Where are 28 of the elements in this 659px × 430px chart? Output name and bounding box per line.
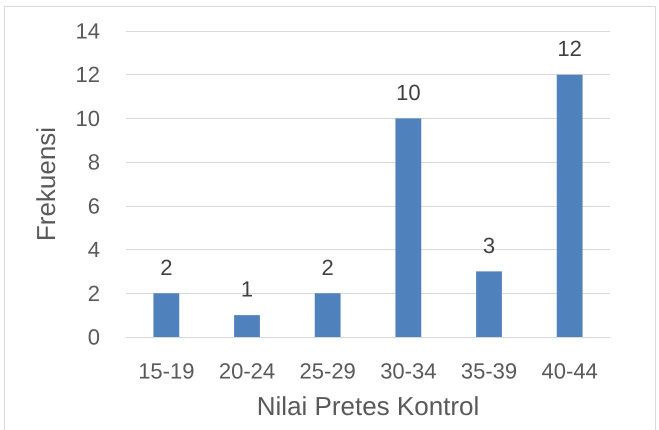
y-axis-title: Frekuensi: [31, 126, 61, 242]
y-tick-label: 4: [88, 237, 100, 262]
data-label: 3: [482, 232, 496, 258]
data-label: 2: [160, 254, 172, 280]
x-axis-title: Nilai Pretes Kontrol: [256, 391, 480, 421]
bar: [234, 315, 260, 337]
y-tick-label: 0: [88, 324, 100, 350]
data-label: 1: [240, 276, 254, 302]
y-tick-label: 6: [88, 193, 100, 218]
x-tick-label: 30-34: [380, 358, 436, 384]
bar: [476, 271, 502, 337]
x-tick-label: 40-44: [542, 358, 598, 384]
x-tick-label: 35-39: [460, 358, 518, 384]
bar: [395, 118, 422, 337]
y-tick-label: 2: [88, 280, 100, 306]
data-label: 12: [557, 36, 582, 62]
y-tick-label: 12: [76, 62, 100, 88]
bar: [153, 293, 180, 337]
bar: [556, 74, 583, 337]
x-tick-label: 20-24: [218, 358, 276, 384]
data-label: 10: [396, 80, 421, 105]
y-tick-label: 14: [76, 18, 100, 44]
y-tick-label: 10: [76, 106, 100, 131]
x-tick-label: 25-29: [300, 358, 356, 384]
data-label: 2: [322, 254, 334, 280]
y-tick-label: 8: [88, 150, 100, 175]
x-tick-label: 15-19: [138, 358, 194, 384]
bar: [314, 293, 341, 337]
